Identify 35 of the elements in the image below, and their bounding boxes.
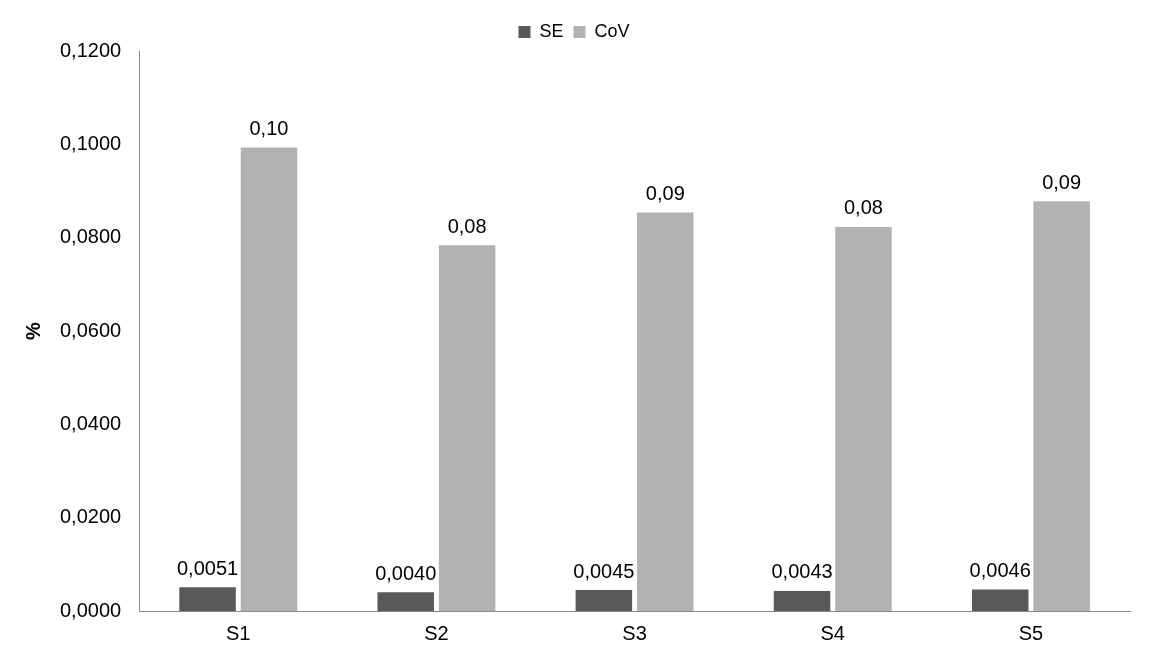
bar xyxy=(773,590,831,611)
data-label: 0,0051 xyxy=(176,556,239,579)
data-label: 0,09 xyxy=(1042,170,1082,193)
y-tick-label: 0,0200 xyxy=(60,505,122,528)
data-label: 0,09 xyxy=(645,181,685,204)
data-label: 0,0040 xyxy=(375,561,437,584)
bar xyxy=(179,587,236,611)
bar xyxy=(377,592,434,611)
y-tick-label: 0,1000 xyxy=(60,131,122,154)
data-label: 0,08 xyxy=(447,214,487,237)
data-label: 0,10 xyxy=(249,117,289,140)
bar xyxy=(1033,201,1090,611)
bar xyxy=(575,590,633,611)
data-label: 0,0045 xyxy=(573,559,635,582)
data-label: 0,0043 xyxy=(771,560,833,583)
bar xyxy=(835,226,892,611)
x-tick-label: S5 xyxy=(1018,621,1044,644)
y-tick-label: 0,0800 xyxy=(60,225,122,248)
y-tick-label: 0,0000 xyxy=(60,598,122,621)
legend-label: SE xyxy=(539,20,564,41)
y-tick-label: 0,0600 xyxy=(60,318,122,341)
bar xyxy=(637,212,694,611)
data-label: 0,0046 xyxy=(969,559,1031,582)
bar xyxy=(438,245,496,611)
x-tick-label: S3 xyxy=(622,621,647,644)
y-axis-title: % xyxy=(21,321,44,340)
legend-label: CoV xyxy=(594,20,630,41)
bar xyxy=(971,589,1029,611)
bar xyxy=(240,147,298,611)
x-tick-label: S4 xyxy=(820,621,845,644)
data-label: 0,08 xyxy=(844,196,883,219)
x-tick-label: S1 xyxy=(226,621,251,644)
y-tick-label: 0,1200 xyxy=(60,38,122,61)
x-tick-label: S2 xyxy=(424,621,449,644)
y-tick-label: 0,0400 xyxy=(60,411,122,434)
